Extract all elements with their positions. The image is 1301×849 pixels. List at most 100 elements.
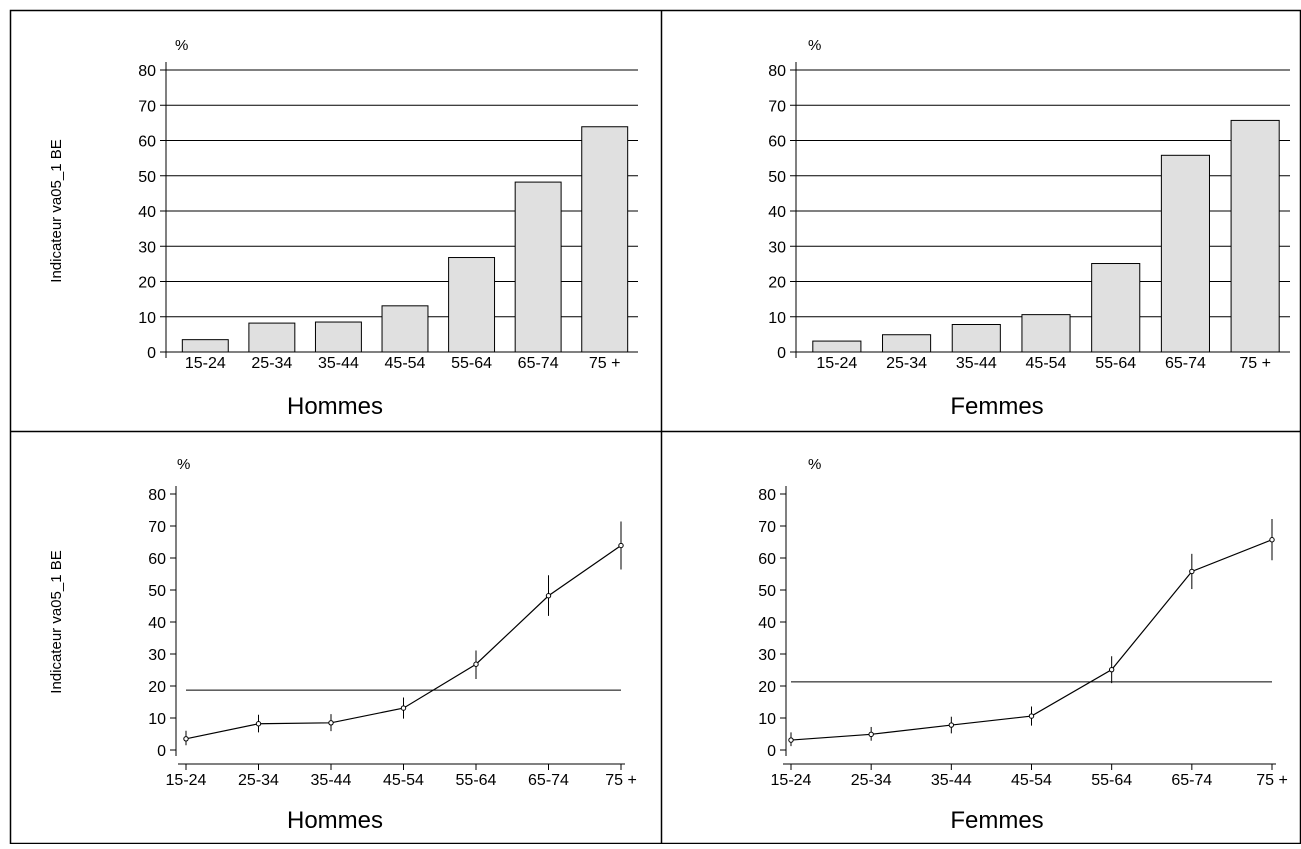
x-tick-label: 55-64: [456, 772, 497, 789]
bar-75 +: [581, 126, 629, 353]
data-point-75 +: [618, 542, 624, 549]
x-tick-label: 55-64: [451, 355, 492, 372]
y-tick-label: 40: [148, 615, 166, 632]
x-tick-label: 45-54: [1011, 772, 1052, 789]
bar-25-34: [882, 334, 932, 353]
x-tick-label: 35-44: [931, 772, 972, 789]
x-tick-label: 75 +: [1239, 355, 1271, 372]
y-tick-label: 0: [157, 743, 166, 760]
x-tick-label: 75 +: [605, 772, 637, 789]
unit-label: %: [808, 37, 821, 54]
data-point-45-54: [1028, 713, 1035, 719]
bar-45-54: [381, 305, 429, 353]
y-tick-label: 80: [148, 487, 166, 504]
data-point-75 +: [1269, 537, 1275, 543]
panels: % Indicateur va05_1 BE 0 10 20 30 40 50 60 70 80 15…: [48, 37, 1290, 834]
x-tick-label: 25-34: [251, 355, 292, 372]
bar-35-44: [314, 321, 362, 353]
data-point-15-24: [183, 736, 189, 742]
y-tick-label: 80: [758, 487, 776, 504]
y-tick-label: 10: [138, 310, 156, 327]
data-point-35-44: [328, 720, 334, 726]
y-tick-label: 50: [758, 583, 776, 600]
panel-title: Hommes: [287, 807, 383, 834]
y-tick-label: 60: [768, 134, 786, 151]
y-tick-label: 30: [148, 647, 166, 664]
x-tick-label: 35-44: [311, 772, 352, 789]
data-point-45-54: [400, 705, 407, 711]
y-tick-label: 40: [758, 615, 776, 632]
x-tick-label: 65-74: [518, 355, 559, 372]
x-tick-label: 75 +: [1256, 772, 1288, 789]
unit-label: %: [177, 456, 190, 473]
x-tick-label: 15-24: [185, 355, 226, 372]
y-tick-label: 60: [148, 551, 166, 568]
bar-15-24: [812, 340, 862, 353]
bar-55-64: [448, 257, 496, 353]
x-tick-label: 25-34: [238, 772, 279, 789]
data-point-65-74: [1189, 568, 1195, 575]
y-axis-label: Indicateur va05_1 BE: [48, 139, 65, 282]
y-tick-label: 0: [767, 743, 776, 760]
y-tick-label: 60: [758, 551, 776, 568]
y-axis-label: Indicateur va05_1 BE: [48, 550, 65, 693]
chart-panel-0: % Indicateur va05_1 BE 0 10 20 30 40 50 60 70 80 15…: [48, 37, 638, 420]
data-point-55-64: [473, 661, 479, 667]
data-point-15-24: [788, 737, 794, 743]
y-tick-label: 40: [768, 204, 786, 221]
x-tick-label: 15-24: [816, 355, 857, 372]
y-tick-label: 70: [758, 519, 776, 536]
y-tick-label: 30: [138, 239, 156, 256]
panel-title: Femmes: [950, 807, 1043, 834]
x-tick-label: 15-24: [771, 772, 812, 789]
y-tick-label: 10: [148, 711, 166, 728]
x-tick-label: 25-34: [851, 772, 892, 789]
y-tick-label: 70: [768, 98, 786, 115]
data-point-25-34: [255, 721, 262, 727]
chart-panel-3: % 0 10 20 30 40 50 60 70 80 15-24 25-34 35-44 45-54 55…: [758, 456, 1288, 834]
y-tick-label: 70: [148, 519, 166, 536]
panel-title: Hommes: [287, 393, 383, 420]
x-tick-label: 55-64: [1091, 772, 1132, 789]
bar-45-54: [1021, 314, 1071, 353]
y-tick-label: 20: [758, 679, 776, 696]
data-point-65-74: [545, 593, 552, 599]
y-tick-label: 60: [138, 134, 156, 151]
x-tick-label: 45-54: [383, 772, 424, 789]
bar-15-24: [181, 339, 229, 353]
y-tick-label: 0: [777, 345, 786, 362]
y-tick-label: 40: [138, 204, 156, 221]
y-tick-label: 50: [138, 169, 156, 186]
chart-panel-1: % 0 10 20 30 40 50 60 70 80 15-24 25-34 35-44 45-54 55…: [768, 37, 1290, 420]
unit-label: %: [808, 456, 821, 473]
bar-65-74: [514, 181, 562, 353]
x-tick-label: 25-34: [886, 355, 927, 372]
y-tick-label: 20: [148, 679, 166, 696]
data-point-25-34: [868, 731, 874, 738]
unit-label: %: [175, 37, 188, 54]
bar-65-74: [1160, 154, 1210, 353]
y-tick-label: 20: [138, 275, 156, 292]
y-tick-label: 10: [768, 310, 786, 327]
x-tick-label: 15-24: [166, 772, 207, 789]
x-tick-label: 75 +: [589, 355, 621, 372]
x-tick-label: 55-64: [1095, 355, 1136, 372]
y-tick-label: 30: [758, 647, 776, 664]
x-tick-label: 65-74: [1165, 355, 1206, 372]
data-point-55-64: [1108, 666, 1115, 673]
x-tick-label: 45-54: [1026, 355, 1067, 372]
panel-frame: [9, 9, 1301, 845]
y-tick-label: 20: [768, 275, 786, 292]
x-tick-label: 65-74: [1171, 772, 1212, 789]
y-tick-label: 80: [138, 63, 156, 80]
panel-title: Femmes: [950, 393, 1043, 420]
data-point-35-44: [948, 722, 955, 728]
x-tick-label: 65-74: [528, 772, 569, 789]
y-tick-label: 30: [768, 239, 786, 256]
chart-panel-2: % Indicateur va05_1 BE 0 10 20 30 40 50 60 70 80 15…: [48, 456, 637, 834]
y-tick-label: 50: [148, 583, 166, 600]
bar-25-34: [248, 322, 296, 353]
y-tick-label: 0: [147, 345, 156, 362]
y-tick-label: 10: [758, 711, 776, 728]
